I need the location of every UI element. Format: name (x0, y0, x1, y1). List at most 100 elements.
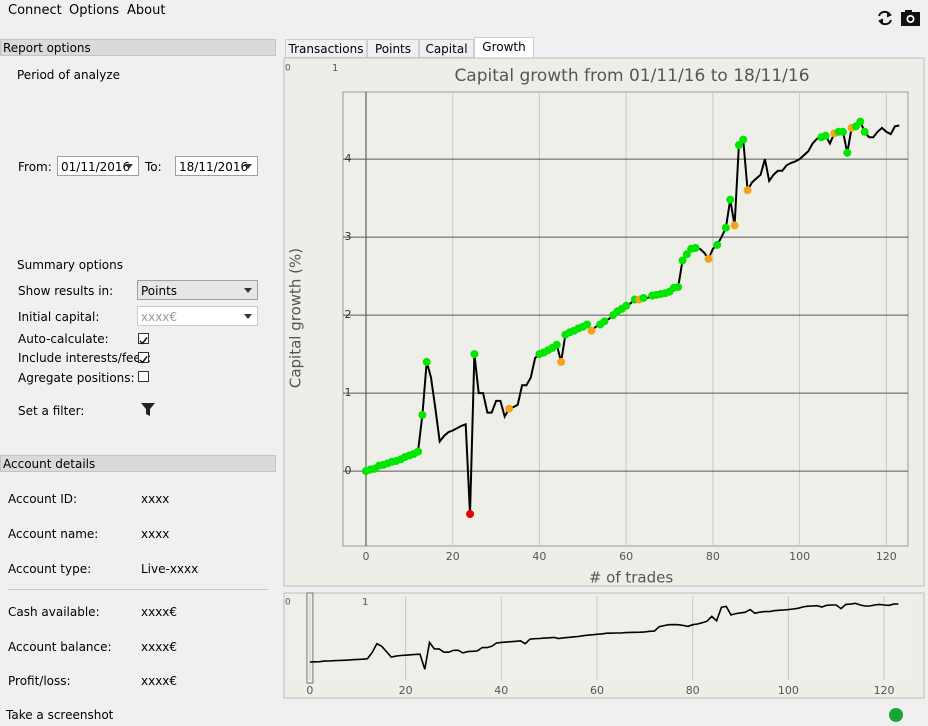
data-point (600, 317, 609, 326)
x-tick-label: 0 (362, 550, 369, 563)
data-point (622, 301, 631, 310)
label: To: (145, 160, 162, 174)
tab[interactable]: Capital (419, 39, 474, 58)
text-input[interactable]: xxxx€ (137, 306, 258, 326)
label: Auto-calculate: (18, 332, 109, 346)
corner-label: 0 (285, 64, 291, 74)
plot-area (342, 91, 909, 547)
x-tick-label: 120 (874, 684, 895, 697)
field-label: Account type: (8, 562, 92, 576)
label: Set a filter: (18, 404, 85, 418)
chart-title: Capital growth from 01/11/16 to 18/11/16 (454, 66, 809, 86)
x-tick-label: 80 (706, 550, 720, 563)
separator (8, 589, 268, 590)
x-tick-label: 40 (494, 684, 508, 697)
x-tick-label: 100 (789, 550, 810, 563)
date-picker[interactable]: 18/11/2016 (175, 156, 258, 176)
y-tick-label: 4 (345, 152, 352, 165)
x-tick-label: 60 (590, 684, 604, 697)
checkbox[interactable] (138, 333, 149, 345)
data-point (704, 254, 713, 263)
navigator-handle (306, 592, 314, 684)
data-point (856, 117, 865, 126)
x-tick-label: 100 (778, 684, 799, 697)
date-picker[interactable]: 01/11/2016 (57, 156, 139, 176)
data-point (639, 293, 648, 302)
data-point (422, 357, 431, 366)
data-point (674, 283, 683, 292)
field-label: Account balance: (8, 640, 112, 654)
data-point (418, 410, 427, 419)
check-mark (139, 337, 148, 345)
data-point (739, 135, 748, 144)
data-line (309, 602, 899, 670)
corner-label: 1 (332, 63, 338, 74)
y-tick-label: 0 (345, 464, 352, 477)
label: Agregate positions: (18, 371, 135, 385)
menu-item[interactable]: Connect (8, 3, 62, 18)
tab[interactable]: Transactions (285, 39, 367, 58)
field-value: xxxx (141, 527, 170, 541)
x-tick-label: 80 (686, 684, 700, 697)
field-label: Account name: (8, 527, 99, 541)
y-axis-label: Capital growth (%) (287, 248, 305, 388)
camera-icon[interactable] (901, 10, 920, 26)
panel-header: Account details (0, 455, 276, 472)
data-point (552, 340, 561, 349)
label: Show results in: (18, 284, 114, 298)
status-text: Take a screenshot (6, 708, 114, 722)
data-point (734, 141, 743, 150)
dropdown[interactable]: Points (137, 280, 258, 300)
toolbar-icons (878, 10, 920, 26)
x-tick-label: 0 (306, 684, 313, 697)
data-point (691, 244, 700, 253)
check-mark (139, 356, 148, 364)
data-point (470, 350, 479, 359)
panel-header: Report options (0, 39, 276, 56)
data-point (843, 148, 852, 157)
filter-icon[interactable] (140, 401, 156, 417)
tab[interactable]: Growth (474, 37, 534, 58)
data-point (838, 127, 847, 136)
x-tick-label: 120 (876, 550, 897, 563)
data-point (466, 510, 475, 519)
checkbox[interactable] (138, 371, 149, 382)
x-tick-label: 60 (619, 550, 633, 563)
data-point (505, 404, 514, 413)
data-point (587, 326, 596, 335)
label: From: (18, 160, 52, 174)
data-point (726, 195, 735, 204)
field-value: xxxx€ (141, 605, 178, 619)
y-tick-label: 3 (345, 230, 352, 243)
label: Initial capital: (18, 310, 100, 324)
field-label: Profit/loss: (8, 674, 71, 688)
data-point (414, 447, 423, 456)
y-tick-label: 2 (345, 308, 352, 321)
field-label: Cash available: (8, 605, 100, 619)
field-value: xxxx (141, 492, 170, 506)
label: Include interests/fees: (18, 351, 152, 365)
data-point (583, 320, 592, 329)
y-tick-label: 1 (345, 386, 352, 399)
corner-label: 0 (285, 598, 291, 608)
data-point (557, 357, 566, 366)
field-value: xxxx€ (141, 674, 178, 688)
status-icons (889, 708, 903, 722)
connection-indicator (889, 708, 903, 722)
data-point (713, 240, 722, 249)
menu-item[interactable]: About (127, 3, 166, 18)
field-value: Live-xxxx (141, 562, 199, 576)
label: Period of analyze (17, 68, 121, 82)
data-point (721, 223, 730, 232)
data-point (743, 186, 752, 195)
data-point (821, 131, 830, 140)
x-axis-label: # of trades (589, 569, 674, 587)
data-point (860, 127, 869, 136)
checkbox[interactable] (138, 352, 149, 364)
field-label: Account ID: (8, 492, 78, 506)
menu-item[interactable]: Options (69, 3, 120, 18)
refresh-icon[interactable] (878, 10, 892, 26)
x-tick-label: 40 (532, 550, 546, 563)
